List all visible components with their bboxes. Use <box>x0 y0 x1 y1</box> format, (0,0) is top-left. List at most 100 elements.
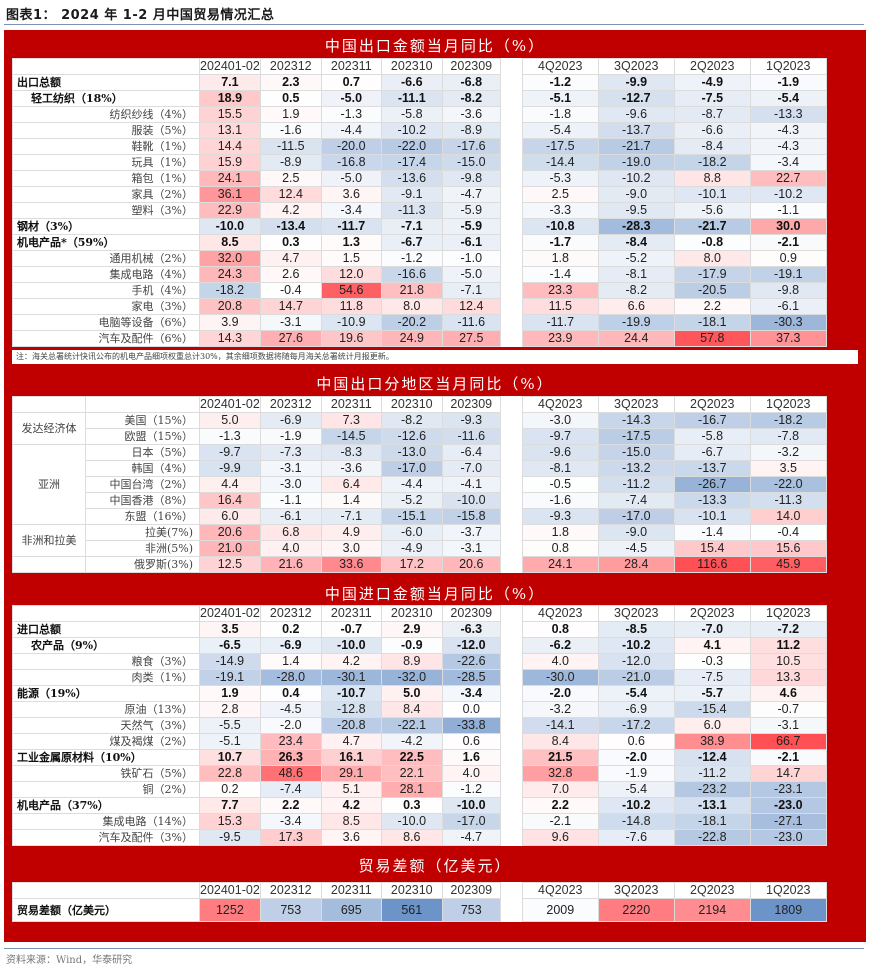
value-cell: -3.4 <box>320 202 382 219</box>
value-cell: -9.0 <box>597 186 675 203</box>
value-cell: 2.2 <box>259 797 322 814</box>
table-row: 工业金属原材料（10%） 10.7 26.3 16.1 22.5 1.6 21.5 -2.0-… <box>12 749 827 766</box>
value-cell: 4.1 <box>673 637 751 654</box>
value-cell: -7.8 <box>749 428 827 445</box>
value-cell: 6.4 <box>320 476 382 493</box>
value-cell: 2194 <box>673 898 751 922</box>
row-label: 能源（19%） <box>12 685 200 702</box>
value-cell: -12.7 <box>597 90 675 107</box>
header-blank <box>12 396 86 413</box>
header-blank <box>12 58 200 75</box>
row-label: 玩具（1%） <box>12 154 200 171</box>
value-cell: -10.8 <box>521 218 599 235</box>
column-gap <box>499 412 523 429</box>
value-cell: 17.3 <box>259 829 322 846</box>
value-cell: -30.0 <box>521 669 599 686</box>
value-cell: 1809 <box>749 898 827 922</box>
value-cell: 38.9 <box>673 733 751 750</box>
value-cell: 32.0 <box>199 250 261 267</box>
column-header: 202311 <box>320 58 382 75</box>
value-cell: -6.4 <box>441 444 501 461</box>
value-cell: -30.1 <box>320 669 382 686</box>
value-cell: 18.9 <box>199 90 261 107</box>
value-cell: -22.6 <box>441 653 501 670</box>
column-header: 3Q2023 <box>597 605 675 622</box>
value-cell: -5.1 <box>521 90 599 107</box>
value-cell: 0.3 <box>380 797 443 814</box>
value-cell: -5.9 <box>441 202 501 219</box>
column-header: 202310 <box>380 396 443 413</box>
table-row: 塑料（3%） 22.9 4.2 -3.4 -11.3 -5.9 -3.3 -9.5 -5.6 -1… <box>12 202 827 219</box>
value-cell: -1.3 <box>199 428 261 445</box>
value-cell: -10.1 <box>673 508 751 525</box>
value-cell: -0.7 <box>749 701 827 718</box>
value-cell: -16.7 <box>673 412 751 429</box>
value-cell: -7.0 <box>673 621 751 638</box>
row-label: 欧盟（15%） <box>85 428 200 445</box>
value-cell: 2.2 <box>521 797 599 814</box>
column-gap <box>499 330 523 347</box>
value-cell: -10.2 <box>597 797 675 814</box>
value-cell: -9.6 <box>521 444 599 461</box>
column-gap <box>499 58 523 75</box>
value-cell: 753 <box>441 898 501 922</box>
value-cell: -1.0 <box>441 250 501 267</box>
value-cell: -1.9 <box>749 74 827 91</box>
value-cell: -11.3 <box>380 202 443 219</box>
table-row: 俄罗斯(3%) 12.5 21.6 33.6 17.2 20.6 24.1 28.4 116.6… <box>12 556 827 573</box>
value-cell: 48.6 <box>259 765 322 782</box>
value-cell: -10.0 <box>380 813 443 830</box>
column-gap <box>499 122 523 139</box>
value-cell: 22.7 <box>749 170 827 187</box>
value-cell: 1.6 <box>441 749 501 766</box>
value-cell: -7.0 <box>441 460 501 477</box>
value-cell: 15.6 <box>749 540 827 557</box>
value-cell: 9.6 <box>521 829 599 846</box>
value-cell: 24.3 <box>199 266 261 283</box>
table-row: 机电产品*（59%） 8.5 0.3 1.3 -6.7 -6.1 -1.7 -8.4 -0.8-… <box>12 234 827 251</box>
value-cell: -5.7 <box>673 685 751 702</box>
value-cell: 23.4 <box>259 733 322 750</box>
value-cell: -14.4 <box>521 154 599 171</box>
value-cell: -5.1 <box>199 733 261 750</box>
value-cell: -3.1 <box>441 540 501 557</box>
row-label: 粮食（3%） <box>12 653 200 670</box>
value-cell: -1.1 <box>259 492 322 509</box>
value-cell: 28.4 <box>597 556 675 573</box>
value-cell: -16.8 <box>320 154 382 171</box>
column-gap <box>499 813 523 830</box>
row-label: 出口总额 <box>12 74 200 91</box>
value-cell: 8.5 <box>320 813 382 830</box>
column-gap <box>499 298 523 315</box>
row-label: 鞋靴（1%） <box>12 138 200 155</box>
table-row: 粮食（3%） -14.9 1.4 4.2 8.9 -22.6 4.0 -12.0 -0.3 10.… <box>12 653 827 670</box>
value-cell: -10.0 <box>441 492 501 509</box>
column-header: 4Q2023 <box>521 882 599 899</box>
value-cell: 695 <box>320 898 382 922</box>
value-cell: -7.2 <box>749 621 827 638</box>
column-gap <box>499 186 523 203</box>
value-cell: 8.0 <box>673 250 751 267</box>
value-cell: 13.1 <box>199 122 261 139</box>
value-cell: 7.7 <box>199 797 261 814</box>
value-cell: 6.8 <box>259 524 322 541</box>
table-row: 电脑等设备（6%） 3.9 -3.1 -10.9 -20.2 -11.6 -11.7 -19.… <box>12 314 827 331</box>
row-label: 原油（13%） <box>12 701 200 718</box>
value-cell: 57.8 <box>673 330 751 347</box>
row-label: 进口总额 <box>12 621 200 638</box>
value-cell: 45.9 <box>749 556 827 573</box>
value-cell: -3.4 <box>259 813 322 830</box>
column-gap <box>499 733 523 750</box>
value-cell: -1.4 <box>673 524 751 541</box>
value-cell: -17.6 <box>441 138 501 155</box>
value-cell: -6.1 <box>259 508 322 525</box>
value-cell: 14.3 <box>199 330 261 347</box>
value-cell: 0.3 <box>259 234 322 251</box>
value-cell: -4.7 <box>441 829 501 846</box>
row-label: 农产品（9%） <box>12 637 200 654</box>
value-cell: -27.1 <box>749 813 827 830</box>
column-header: 202312 <box>259 396 322 413</box>
value-cell: -9.6 <box>597 106 675 123</box>
table-row: 原油（13%） 2.8 -4.5 -12.8 8.4 0.0 -3.2 -6.9 -15.4 -0… <box>12 701 827 718</box>
value-cell: -7.6 <box>597 829 675 846</box>
